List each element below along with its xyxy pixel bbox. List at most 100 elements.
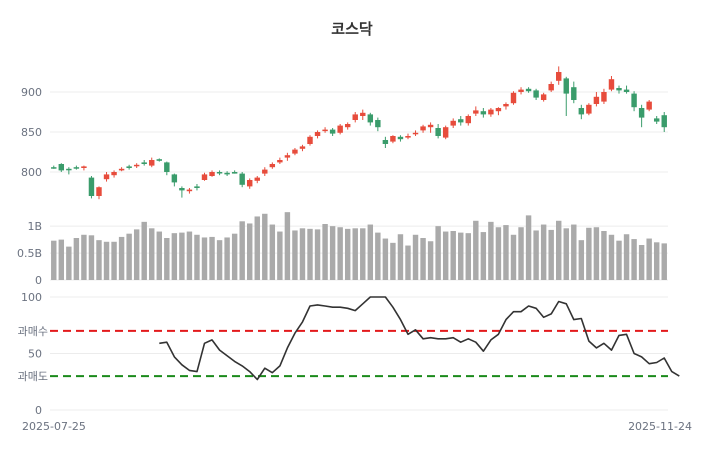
candle-body — [262, 169, 268, 174]
volume-bar — [239, 221, 245, 280]
candle-body — [473, 110, 479, 114]
volume-bar — [540, 224, 547, 280]
volume-tick-label: 1B — [27, 220, 42, 233]
volume-bar — [412, 234, 419, 280]
volume-bar — [586, 227, 592, 280]
volume-bar — [578, 240, 585, 280]
candle-body — [382, 140, 389, 144]
candle-body — [458, 119, 464, 123]
candle-body — [608, 79, 615, 90]
volume-bar — [126, 233, 132, 280]
volume-bar — [314, 229, 321, 280]
volume-bar — [58, 239, 65, 280]
candle-body — [329, 129, 336, 134]
candle-body — [81, 166, 87, 168]
candle-body — [141, 162, 147, 164]
volume-bar — [322, 224, 328, 280]
volume-bar — [216, 240, 223, 280]
candle-body — [171, 174, 178, 183]
volume-bar — [103, 241, 110, 280]
candle-body — [631, 93, 637, 108]
candle-body — [88, 177, 95, 196]
candle-body — [427, 124, 434, 128]
volume-bar — [435, 226, 441, 280]
candle-body — [277, 160, 283, 163]
volume-bar — [375, 232, 381, 280]
volume-bar — [427, 241, 434, 280]
candle-body — [179, 188, 185, 191]
volume-bar — [66, 246, 72, 280]
volume-bar — [397, 234, 404, 280]
candle-body — [194, 186, 200, 188]
volume-bar — [209, 236, 215, 280]
volume-bar — [661, 243, 667, 280]
candle-body — [412, 132, 419, 135]
volume-bar — [96, 240, 102, 280]
volume-bar — [307, 228, 313, 280]
candle-body — [284, 155, 291, 158]
candle-body — [126, 166, 132, 168]
volume-bar — [390, 242, 396, 280]
candle-body — [66, 168, 72, 171]
volume-bar — [593, 227, 600, 280]
volume-bar — [254, 216, 260, 280]
candle-body — [661, 115, 667, 128]
volume-bar — [631, 239, 637, 280]
volume-bar — [337, 227, 343, 280]
volume-bar — [473, 220, 479, 280]
candle-body — [375, 120, 381, 128]
candle-body — [164, 162, 170, 172]
candle-body — [360, 112, 366, 116]
volume-bar — [329, 226, 336, 280]
volume-bar — [179, 232, 185, 280]
volume-bar — [111, 241, 117, 280]
candle-body — [465, 116, 471, 124]
volume-bar — [73, 238, 80, 280]
volume-bar — [352, 228, 358, 280]
volume-bar — [488, 221, 494, 280]
price-tick-label: 900 — [21, 86, 42, 99]
volume-bar — [299, 228, 306, 280]
candle-body — [390, 136, 396, 142]
overbought-label: 과매수 — [18, 325, 48, 338]
candle-body — [435, 128, 441, 136]
candle-body — [525, 88, 532, 92]
volume-bar — [646, 238, 652, 280]
volume-bar — [405, 245, 411, 280]
volume-bar — [548, 229, 554, 280]
volume-bar — [171, 233, 178, 280]
candle-body — [352, 114, 358, 120]
candle-body — [58, 164, 65, 171]
x-end-date-label: 2025-11-24 — [628, 420, 692, 433]
candle-body — [601, 92, 607, 102]
candle-body — [299, 146, 306, 149]
volume-bar — [638, 245, 645, 280]
candle-body — [239, 173, 245, 185]
volume-bar — [367, 224, 374, 280]
volume-bar — [571, 224, 577, 280]
volume-bar — [518, 227, 524, 280]
volume-bar — [231, 233, 238, 280]
volume-bar — [51, 240, 57, 280]
candle-body — [322, 129, 328, 132]
candle-body — [646, 101, 652, 110]
volume-bar — [156, 231, 162, 280]
volume-bar — [495, 227, 502, 280]
volume-bar — [653, 242, 660, 280]
volume-bar — [262, 213, 268, 280]
rsi-tick-label: 100 — [21, 291, 42, 304]
volume-bar — [292, 230, 298, 280]
candle-body — [307, 136, 313, 144]
volume-tick-label: 0 — [35, 274, 42, 287]
candle-body — [111, 172, 117, 176]
candle-body — [653, 118, 660, 122]
volume-bar — [284, 212, 291, 280]
candle-body — [578, 108, 585, 115]
candle-body — [480, 111, 487, 115]
candle-body — [103, 174, 110, 180]
candle-body — [571, 87, 577, 100]
candle-body — [450, 120, 456, 126]
candle-body — [503, 104, 509, 107]
candle-body — [247, 180, 253, 187]
rsi-tick-label: 50 — [28, 348, 42, 361]
